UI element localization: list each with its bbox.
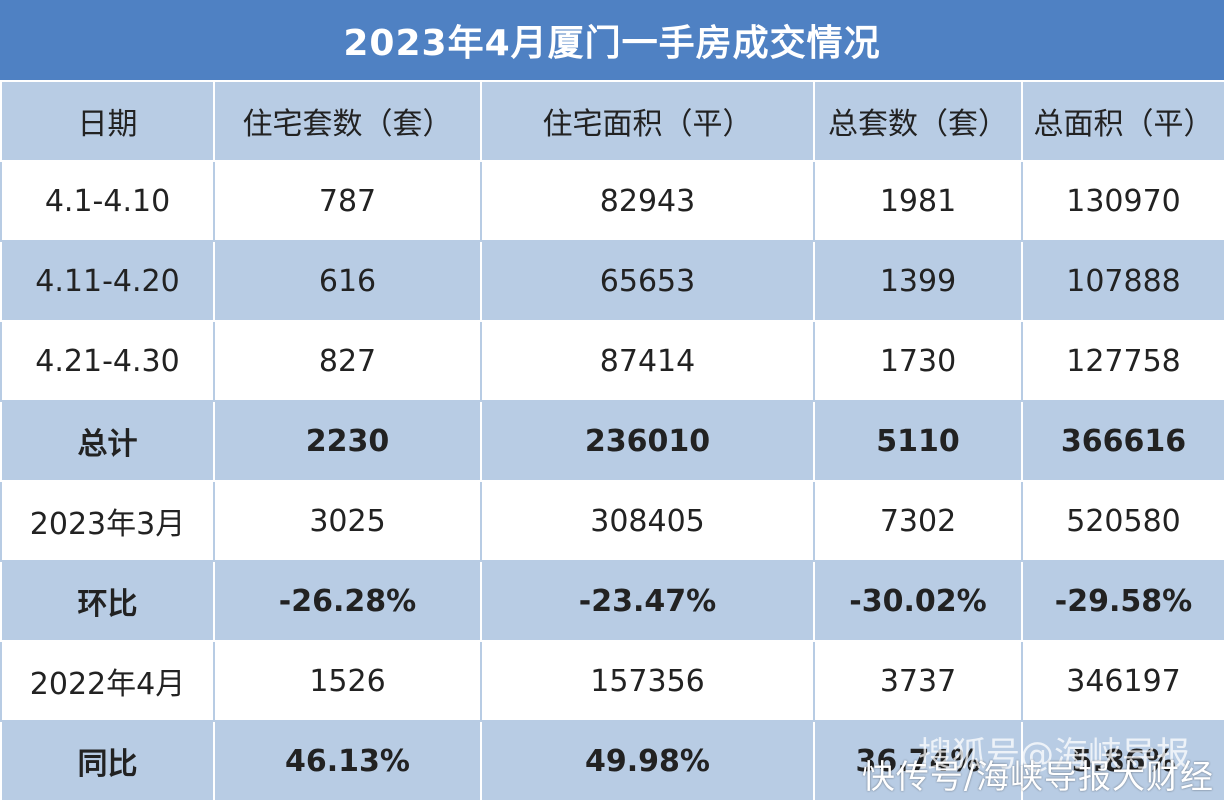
cell-date: 4.1-4.10: [0, 160, 215, 242]
total-row: 总计 2230 236010 5110 366616: [0, 400, 1224, 482]
table-row: 4.1-4.10 787 82943 1981 130970: [0, 160, 1224, 242]
cell-residential-units: 1526: [213, 640, 482, 722]
table-row: 4.11-4.20 616 65653 1399 107888: [0, 240, 1224, 322]
cell-residential-area: 49.98%: [480, 720, 815, 802]
mom-row: 环比 -26.28% -23.47% -30.02% -29.58%: [0, 560, 1224, 642]
cell-total-units: 1981: [813, 160, 1023, 242]
cell-total-units: 1399: [813, 240, 1023, 322]
header-cell-residential-units: 住宅套数（套）: [213, 80, 482, 162]
sales-table: 日期 住宅套数（套） 住宅面积（平） 总套数（套） 总面积（平） 4.1-4.1…: [0, 80, 1224, 802]
cell-total-area: 5.86%: [1021, 720, 1224, 802]
cell-total-units: 3737: [813, 640, 1023, 722]
cell-total-units: 36.74%: [813, 720, 1023, 802]
cell-date: 同比: [0, 720, 215, 802]
table-title: 2023年4月厦门一手房成交情况: [0, 0, 1224, 80]
cell-residential-units: -26.28%: [213, 560, 482, 642]
cell-total-units: -30.02%: [813, 560, 1023, 642]
cell-total-area: -29.58%: [1021, 560, 1224, 642]
cell-total-units: 5110: [813, 400, 1023, 482]
cell-total-area: 127758: [1021, 320, 1224, 402]
cell-residential-area: 87414: [480, 320, 815, 402]
cell-residential-units: 3025: [213, 480, 482, 562]
header-cell-total-units: 总套数（套）: [813, 80, 1023, 162]
cell-total-area: 107888: [1021, 240, 1224, 322]
cell-total-area: 130970: [1021, 160, 1224, 242]
watermark-line1: 搜狐号@海峡导报: [918, 735, 1190, 775]
cell-total-area: 366616: [1021, 400, 1224, 482]
cell-total-area: 346197: [1021, 640, 1224, 722]
cell-residential-area: 236010: [480, 400, 815, 482]
table-row: 2022年4月 1526 157356 3737 346197: [0, 640, 1224, 722]
cell-date: 4.21-4.30: [0, 320, 215, 402]
cell-residential-units: 46.13%: [213, 720, 482, 802]
header-cell-total-area: 总面积（平）: [1021, 80, 1224, 162]
cell-date: 2023年3月: [0, 480, 215, 562]
cell-residential-area: 82943: [480, 160, 815, 242]
cell-residential-units: 787: [213, 160, 482, 242]
cell-residential-area: 65653: [480, 240, 815, 322]
cell-residential-units: 827: [213, 320, 482, 402]
header-cell-residential-area: 住宅面积（平）: [480, 80, 815, 162]
cell-residential-area: 308405: [480, 480, 815, 562]
watermark-line2: 快传号/海峡导报大财经: [861, 757, 1214, 796]
cell-date: 2022年4月: [0, 640, 215, 722]
cell-residential-units: 2230: [213, 400, 482, 482]
cell-total-units: 7302: [813, 480, 1023, 562]
cell-date: 总计: [0, 400, 215, 482]
header-row: 日期 住宅套数（套） 住宅面积（平） 总套数（套） 总面积（平）: [0, 80, 1224, 162]
header-cell-date: 日期: [0, 80, 215, 162]
cell-total-units: 1730: [813, 320, 1023, 402]
cell-residential-area: 157356: [480, 640, 815, 722]
table-row: 2023年3月 3025 308405 7302 520580: [0, 480, 1224, 562]
cell-date: 环比: [0, 560, 215, 642]
cell-date: 4.11-4.20: [0, 240, 215, 322]
yoy-row: 同比 46.13% 49.98% 36.74% 5.86%: [0, 720, 1224, 802]
table-row: 4.21-4.30 827 87414 1730 127758: [0, 320, 1224, 402]
cell-residential-units: 616: [213, 240, 482, 322]
cell-total-area: 520580: [1021, 480, 1224, 562]
cell-residential-area: -23.47%: [480, 560, 815, 642]
